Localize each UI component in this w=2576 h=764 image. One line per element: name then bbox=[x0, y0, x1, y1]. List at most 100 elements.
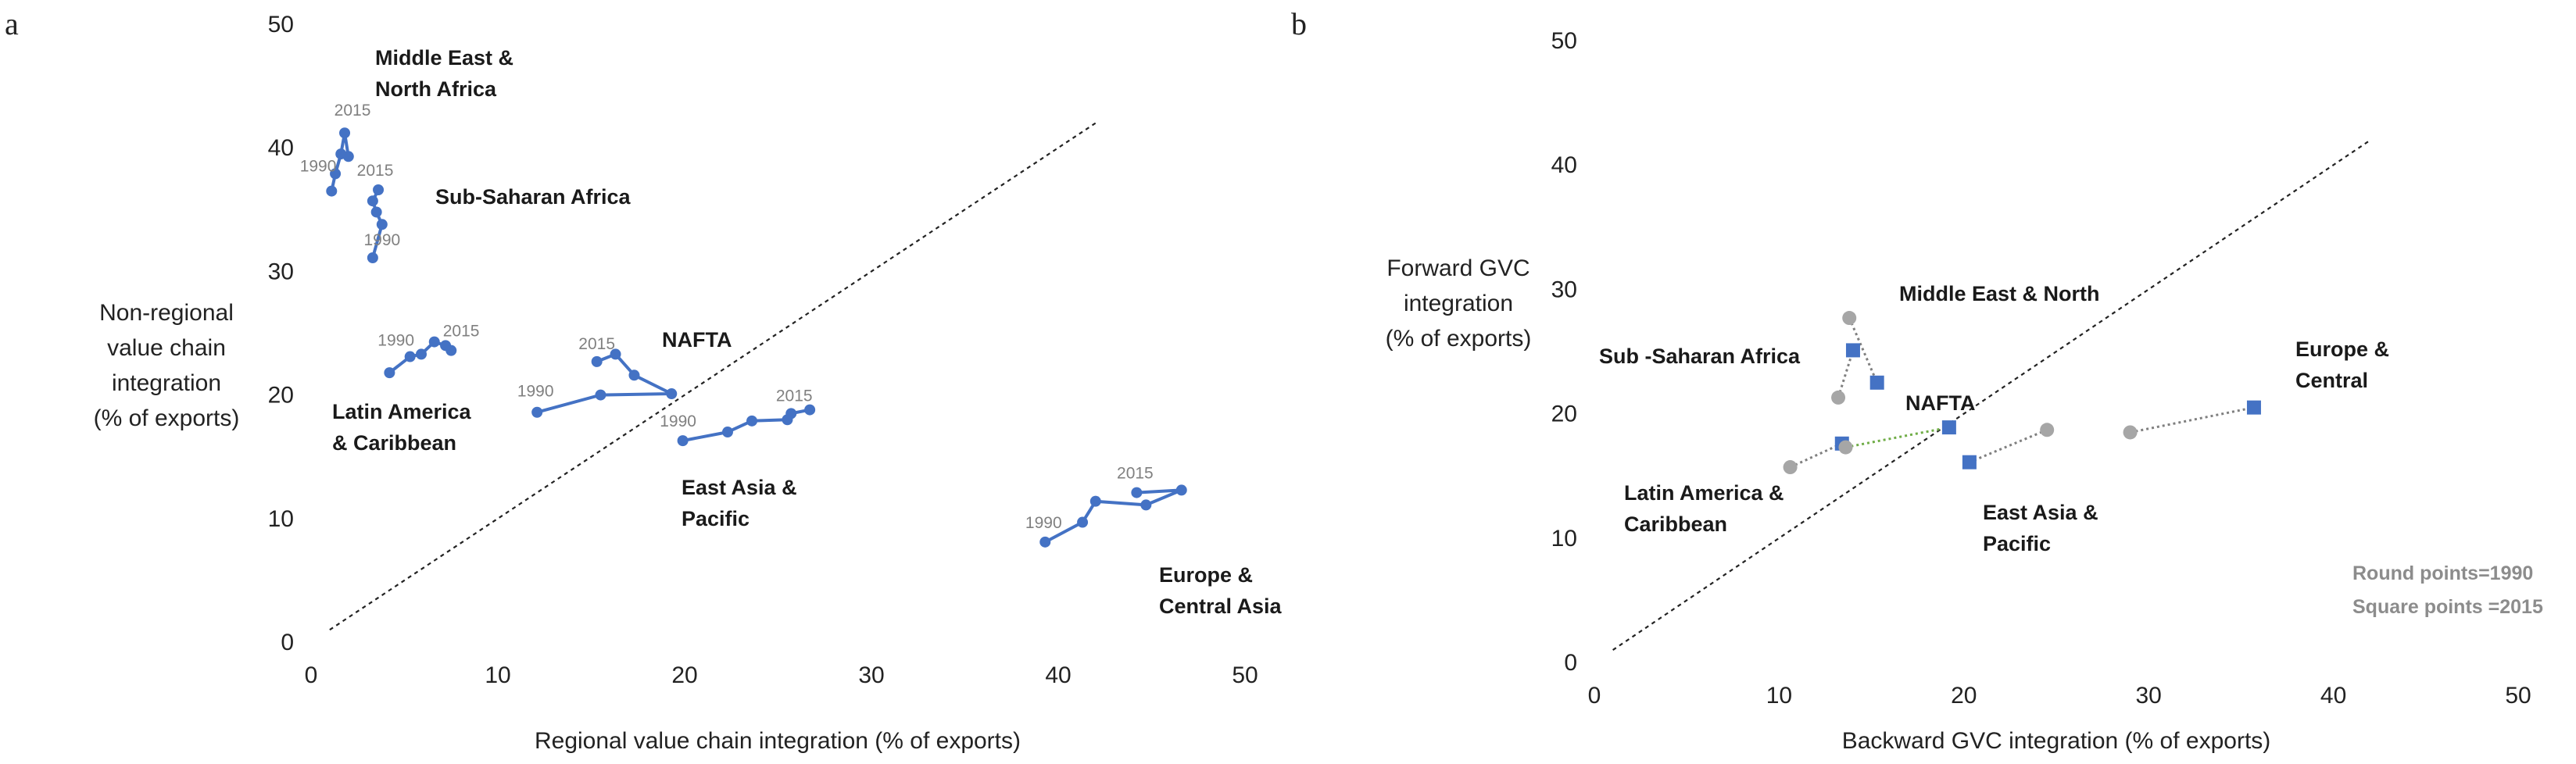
group-label-europe-central-asia-line: Central Asia bbox=[1159, 594, 1283, 618]
data-point-nafta bbox=[591, 355, 603, 367]
series-line-europe-central-asia bbox=[1044, 488, 1183, 544]
y-tick-label-a-50: 50 bbox=[268, 12, 294, 37]
group-label-europe-central-asia: Europe & Central Asia bbox=[1159, 563, 1283, 618]
x-tick-label-b-20: 20 bbox=[1951, 683, 1977, 709]
y-tick-label-b-0: 0 bbox=[1564, 650, 1577, 676]
group-label-latin-america-caribbean: Latin America & Caribbean bbox=[1624, 481, 1784, 536]
legend-note-round-points: Round points=1990 bbox=[2352, 562, 2533, 584]
group-label-middle-east-north: Middle East & North bbox=[1899, 282, 2100, 305]
group-label-sub-saharan-africa: Sub-Saharan Africa bbox=[435, 185, 631, 209]
group-label-latin-america-caribbean-line: & Caribbean bbox=[332, 431, 456, 455]
group-label-east-asia-pacific-line: Pacific bbox=[682, 507, 750, 530]
group-label-latin-america-caribbean-line: Latin America & bbox=[1624, 481, 1784, 505]
data-point-europe-central-asia bbox=[1140, 499, 1152, 511]
point-1990-latin-america-caribbean bbox=[1783, 460, 1798, 475]
y-tick-label-b-30: 30 bbox=[1551, 277, 1577, 302]
panel-a-chart: 0 10 20 30 40 50 0 10 20 30 40 50 Regional value cha… bbox=[94, 12, 1283, 754]
link-line-europe-central bbox=[2130, 406, 2255, 434]
year-label-middle-east-north-africa: 1990 bbox=[300, 157, 337, 175]
y-axis-title-line-a: value chain bbox=[107, 335, 226, 361]
x-tick-label-b-0: 0 bbox=[1588, 683, 1601, 709]
y-tick-label-b-10: 10 bbox=[1551, 526, 1577, 552]
series-line-nafta bbox=[536, 352, 674, 414]
group-label-nafta-line: NAFTA bbox=[1905, 391, 1975, 415]
group-label-east-asia-pacific-line: East Asia & bbox=[1983, 501, 2098, 524]
data-point-europe-central-asia bbox=[1039, 536, 1051, 548]
y-tick-label-a-20: 20 bbox=[268, 383, 294, 409]
year-label-latin-america-caribbean: 1990 bbox=[377, 332, 414, 350]
data-point-latin-america-caribbean bbox=[445, 345, 457, 356]
group-label-east-asia-pacific-line: Pacific bbox=[1983, 532, 2051, 555]
data-point-latin-america-caribbean bbox=[428, 336, 440, 348]
data-point-nafta bbox=[610, 348, 621, 360]
x-tick-label-a-40: 40 bbox=[1045, 662, 1071, 688]
data-point-sub-saharan-africa bbox=[373, 184, 385, 195]
year-label-middle-east-north-africa: 2015 bbox=[335, 102, 371, 120]
point-2015-middle-east-north bbox=[1869, 375, 1884, 390]
group-label-middle-east-north-africa: Middle East & North Africa bbox=[375, 46, 513, 101]
y-tick-label-b-50: 50 bbox=[1551, 28, 1577, 54]
point-1990-middle-east-north bbox=[1842, 311, 1857, 326]
y-tick-label-b-40: 40 bbox=[1551, 152, 1577, 178]
x-tick-label-a-0: 0 bbox=[305, 662, 318, 688]
data-point-nafta bbox=[628, 370, 640, 381]
link-line-nafta bbox=[1845, 426, 1950, 449]
group-label-sub-saharan-africa: Sub -Saharan Africa bbox=[1599, 345, 1801, 368]
x-axis-title-b: Backward GVC integration (% of exports) bbox=[1842, 728, 2271, 754]
year-label-east-asia-pacific: 1990 bbox=[660, 412, 696, 430]
link-line-east-asia-pacific bbox=[1969, 428, 2048, 464]
x-tick-label-b-50: 50 bbox=[2505, 683, 2531, 709]
y-axis-title-line-b: (% of exports) bbox=[1386, 326, 1532, 352]
group-label-latin-america-caribbean: Latin America & Caribbean bbox=[332, 400, 472, 455]
group-label-europe-central-asia-line: Europe & bbox=[1159, 563, 1253, 587]
year-label-sub-saharan-africa: 1990 bbox=[364, 231, 401, 249]
data-point-nafta bbox=[531, 406, 543, 418]
data-point-europe-central-asia bbox=[1077, 516, 1089, 528]
y-axis-title-line-a: Non-regional bbox=[99, 300, 234, 326]
point-2015-east-asia-pacific bbox=[1962, 455, 1977, 469]
data-point-sub-saharan-africa bbox=[370, 206, 382, 218]
year-label-latin-america-caribbean: 2015 bbox=[443, 322, 480, 340]
data-point-middle-east-north-africa bbox=[339, 127, 351, 139]
point-2015-nafta bbox=[1941, 420, 1956, 435]
point-2015-sub-saharan-africa bbox=[1845, 343, 1860, 358]
x-tick-label-b-30: 30 bbox=[2136, 683, 2162, 709]
group-label-europe-central-line: Central bbox=[2295, 369, 2368, 392]
year-label-nafta: 2015 bbox=[578, 335, 615, 353]
group-label-latin-america-caribbean-line: Caribbean bbox=[1624, 512, 1727, 536]
group-label-east-asia-pacific: East Asia & Pacific bbox=[1983, 501, 2098, 555]
data-point-middle-east-north-africa bbox=[342, 151, 354, 162]
y-tick-label-a-40: 40 bbox=[268, 135, 294, 161]
year-label-sub-saharan-africa: 2015 bbox=[357, 162, 394, 180]
data-point-europe-central-asia bbox=[1131, 487, 1143, 498]
panel-a-letter: a bbox=[5, 6, 19, 41]
y-axis-title-line-b: Forward GVC bbox=[1386, 255, 1530, 281]
x-tick-label-a-20: 20 bbox=[671, 662, 697, 688]
data-point-east-asia-pacific bbox=[804, 404, 816, 416]
group-label-middle-east-north-line: Middle East & North bbox=[1899, 282, 2100, 305]
diagonal-reference-line-b bbox=[1612, 139, 2371, 651]
group-label-nafta: NAFTA bbox=[1905, 391, 1975, 415]
data-point-east-asia-pacific bbox=[721, 427, 733, 438]
data-point-middle-east-north-africa bbox=[330, 168, 342, 180]
data-point-nafta bbox=[595, 389, 606, 401]
panel-b-chart: 0 10 20 30 40 50 0 10 20 30 40 50 Backward GVC integ… bbox=[1386, 28, 2543, 754]
group-label-europe-central-line: Europe & bbox=[2295, 337, 2389, 361]
group-label-nafta: NAFTA bbox=[662, 328, 732, 352]
point-1990-nafta bbox=[1838, 440, 1853, 455]
data-point-latin-america-caribbean bbox=[416, 348, 428, 360]
panel-b-letter: b bbox=[1291, 6, 1307, 41]
x-tick-label-b-40: 40 bbox=[2320, 683, 2346, 709]
data-point-east-asia-pacific bbox=[785, 408, 797, 419]
group-label-europe-central: Europe & Central bbox=[2295, 337, 2389, 392]
group-label-middle-east-north-africa-line: Middle East & bbox=[375, 46, 513, 70]
data-point-sub-saharan-africa bbox=[367, 252, 378, 263]
point-1990-europe-central bbox=[2123, 425, 2138, 440]
x-tick-label-a-30: 30 bbox=[858, 662, 884, 688]
point-1990-sub-saharan-africa bbox=[1831, 390, 1846, 405]
legend-note-square-points: Square points =2015 bbox=[2352, 596, 2543, 618]
year-label-east-asia-pacific: 2015 bbox=[776, 387, 813, 405]
group-label-east-asia-pacific: East Asia & Pacific bbox=[682, 476, 797, 530]
group-label-sub-saharan-africa-line: Sub-Saharan Africa bbox=[435, 185, 631, 209]
